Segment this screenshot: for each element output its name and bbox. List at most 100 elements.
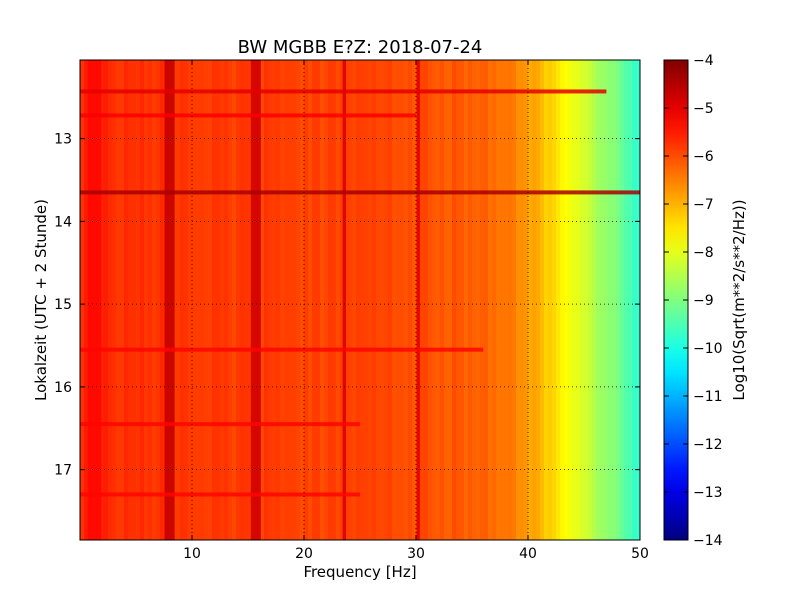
heat-column <box>136 60 141 540</box>
colorbar-tick-label: −11 <box>693 389 723 405</box>
heat-column <box>488 60 493 540</box>
heat-column <box>428 60 433 540</box>
heatmap <box>80 60 640 540</box>
heat-column <box>356 60 361 540</box>
heat-column <box>292 60 297 540</box>
heat-column <box>604 60 609 540</box>
heat-column <box>616 60 621 540</box>
heat-column <box>496 60 501 540</box>
heat-column <box>456 60 461 540</box>
horizontal-band <box>80 347 484 352</box>
colorbar-tick-label: −12 <box>693 437 723 453</box>
heat-column <box>536 60 541 540</box>
heat-column <box>436 60 441 540</box>
heat-column <box>540 60 545 540</box>
x-tick-label: 50 <box>631 546 649 562</box>
heat-column <box>104 60 109 540</box>
heat-column <box>388 60 393 540</box>
colorbar-tick-label: −8 <box>693 245 714 261</box>
heat-column <box>504 60 509 540</box>
heat-column <box>192 60 197 540</box>
x-tick-label: 40 <box>519 546 537 562</box>
colorbar-tick-label: −13 <box>693 485 723 501</box>
heat-column <box>212 60 217 540</box>
heat-column <box>372 60 377 540</box>
heat-column <box>116 60 121 540</box>
colorbar-tick-label: −10 <box>693 341 723 357</box>
heat-column <box>516 60 521 540</box>
heat-column <box>460 60 465 540</box>
colorbar-axis: −4 −5 −6 −7 −8 −9 −10 −11 −12 −13 −14 <box>664 53 723 549</box>
vertical-band <box>416 60 420 540</box>
heat-column <box>144 60 149 540</box>
heat-column <box>280 60 285 540</box>
y-tick-label: 17 <box>54 463 72 479</box>
heat-column <box>476 60 481 540</box>
heat-column <box>324 60 329 540</box>
heat-column <box>448 60 453 540</box>
heat-column <box>500 60 505 540</box>
heat-column <box>216 60 221 540</box>
heat-column <box>580 60 585 540</box>
heat-column <box>344 60 349 540</box>
vertical-band <box>250 60 261 540</box>
heat-column <box>184 60 189 540</box>
vertical-band <box>87 60 102 540</box>
grid <box>80 60 640 540</box>
heat-column <box>180 60 185 540</box>
heat-column <box>84 60 89 540</box>
heat-column <box>452 60 457 540</box>
heat-column <box>224 60 229 540</box>
heat-column <box>636 60 640 540</box>
heat-column <box>348 60 353 540</box>
heat-column <box>396 60 401 540</box>
heat-column <box>528 60 533 540</box>
heat-column <box>272 60 277 540</box>
vertical-band <box>164 60 175 540</box>
heat-column <box>208 60 213 540</box>
heat-column <box>524 60 529 540</box>
heat-column <box>232 60 237 540</box>
heat-column <box>328 60 333 540</box>
heat-column <box>512 60 517 540</box>
heat-column <box>620 60 625 540</box>
heat-column <box>204 60 209 540</box>
heat-column <box>128 60 133 540</box>
heat-column <box>220 60 225 540</box>
y-tick-label: 15 <box>54 297 72 313</box>
heat-column <box>600 60 605 540</box>
heat-column <box>404 60 409 540</box>
plot-frame <box>79 59 641 541</box>
horizontal-band <box>80 422 360 427</box>
heat-column <box>352 60 357 540</box>
colorbar-tick-label: −5 <box>693 101 714 117</box>
heat-column <box>368 60 373 540</box>
heat-column <box>320 60 325 540</box>
heat-column <box>380 60 385 540</box>
chart-title: BW MGBB E?Z: 2018-07-24 <box>238 37 483 58</box>
heat-column <box>588 60 593 540</box>
heat-column <box>632 60 637 540</box>
heat-column <box>608 60 613 540</box>
heat-column <box>300 60 305 540</box>
heat-column <box>408 60 413 540</box>
heat-column <box>548 60 553 540</box>
heat-column <box>284 60 289 540</box>
heat-column <box>196 60 201 540</box>
heat-column <box>508 60 513 540</box>
heat-column <box>420 60 425 540</box>
x-tick-label: 20 <box>295 546 313 562</box>
heat-column <box>308 60 313 540</box>
heat-column <box>80 60 85 540</box>
heat-column <box>160 60 165 540</box>
heat-column <box>584 60 589 540</box>
colorbar-tick-label: −14 <box>693 533 723 549</box>
heat-column <box>264 60 269 540</box>
heat-column <box>120 60 125 540</box>
heat-column <box>544 60 549 540</box>
heat-column <box>296 60 301 540</box>
colorbar-tick-label: −9 <box>693 293 714 309</box>
heat-column <box>336 60 341 540</box>
heat-column <box>440 60 445 540</box>
